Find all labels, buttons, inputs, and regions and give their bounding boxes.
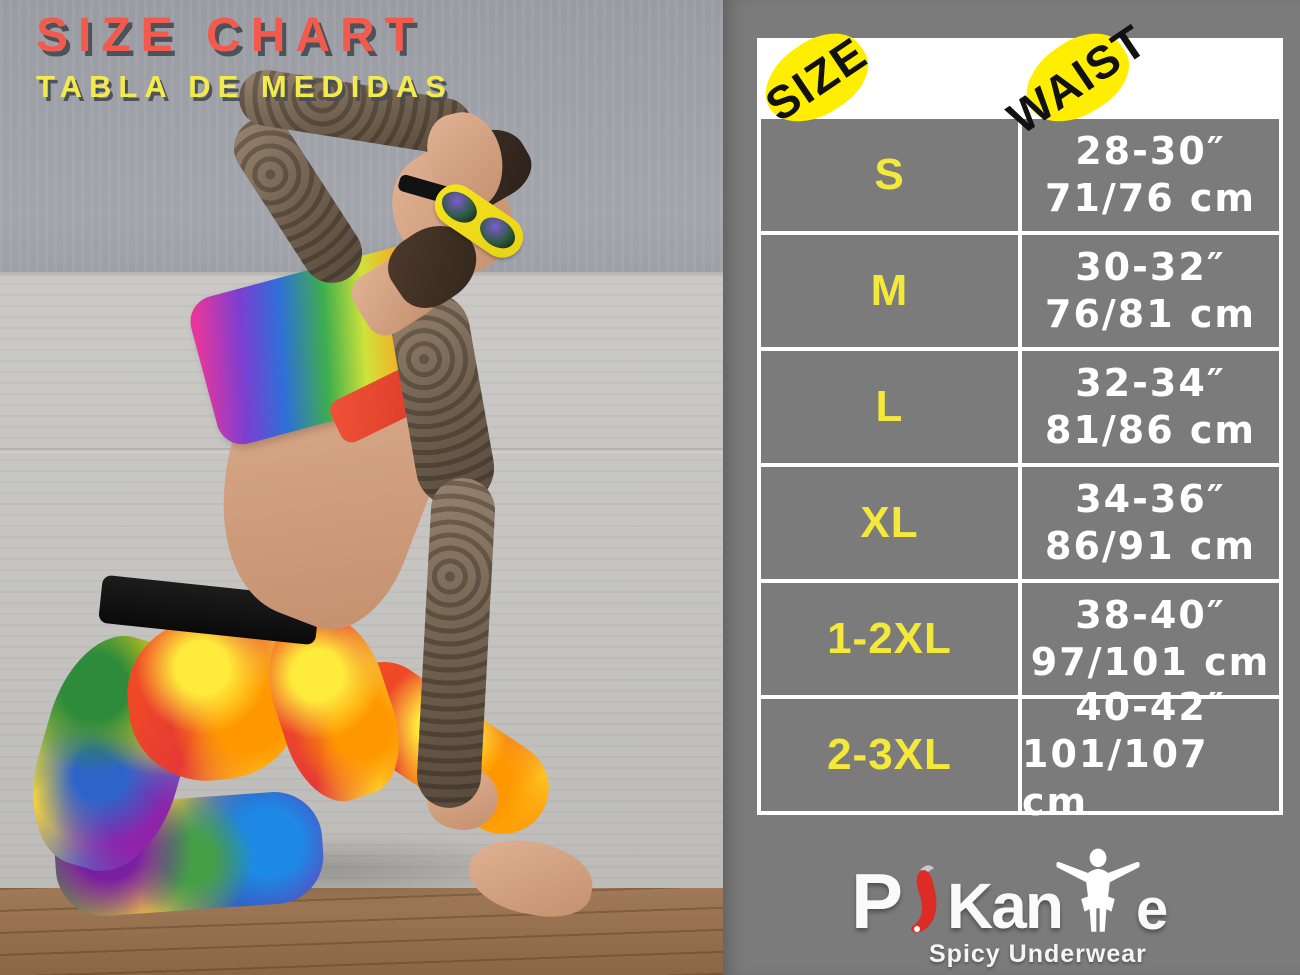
waist-inches: 28-30″ [1075,128,1226,173]
waist-inches: 38-40″ [1075,592,1226,637]
model-photo: SIZE CHART TABLA DE MEDIDAS [0,0,723,975]
man-figure-icon [1056,848,1140,932]
size-cell-1-2xl: 1-2XL [761,583,1018,695]
size-table: SIZE WAIST S 28-30″ 71/76 cm M 30-32″ 76… [749,13,1283,824]
waist-inches: 40-42″ [1075,684,1226,729]
page-subtitle: TABLA DE MEDIDAS [36,69,453,104]
waist-inches: 32-34″ [1075,360,1226,405]
title-block: SIZE CHART TABLA DE MEDIDAS [36,8,453,105]
waist-cm: 71/76 cm [1045,176,1256,220]
waist-cell-2-3xl: 40-42″ 101/107 cm [1022,685,1279,824]
logo-tagline: Spicy Underwear [929,940,1147,968]
pikante-logo-wordmark: P Kan e [851,846,1191,945]
waist-cm: 97/101 cm [1030,640,1271,684]
waist-cm: 81/86 cm [1045,408,1256,452]
waist-cm: 101/107 cm [1022,732,1209,824]
waist-cell-l: 32-34″ 81/86 cm [1022,351,1279,463]
waist-cm: 86/91 cm [1045,524,1256,568]
logo-letter-e: e [1135,876,1169,942]
size-cell-m: M [761,235,1018,347]
size-cell-2-3xl: 2-3XL [761,699,1018,811]
size-cell-s: S [761,119,1018,231]
size-cell-l: L [761,351,1018,463]
size-cell-xl: XL [761,467,1018,579]
waist-cm: 76/81 cm [1045,292,1256,336]
chili-pepper-icon [911,865,937,933]
waist-inches: 34-36″ [1075,476,1226,521]
page-title: SIZE CHART [36,9,424,62]
waist-cell-1-2xl: 38-40″ 97/101 cm [1022,583,1279,695]
waist-cell-m: 30-32″ 76/81 cm [1022,235,1279,347]
pikante-logo: P Kan e Spicy Underwear [851,846,1191,969]
size-table-panel: SIZE WAIST S 28-30″ 71/76 cm M 30-32″ 76… [723,0,1300,975]
waist-cell-s: 28-30″ 71/76 cm [1022,119,1279,231]
logo-letter-p: P [851,856,904,945]
photo-wall-background [0,0,723,305]
logo-letters-kan: Kan [947,870,1064,943]
waist-cell-xl: 34-36″ 86/91 cm [1022,467,1279,579]
waist-inches: 30-32″ [1075,244,1226,289]
